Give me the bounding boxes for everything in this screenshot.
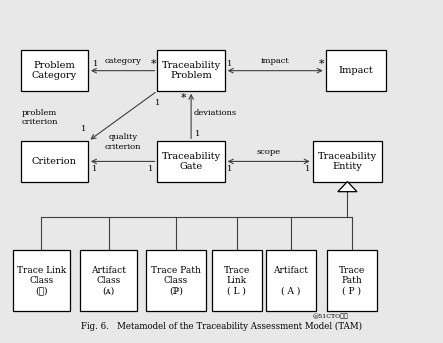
Text: Traceability
Gate: Traceability Gate [162,152,221,171]
Text: 1: 1 [92,165,97,173]
Text: Criterion: Criterion [32,157,77,166]
Text: Artifact

( A ): Artifact ( A ) [273,266,308,296]
FancyBboxPatch shape [212,250,262,311]
Text: problem
criterion: problem criterion [22,109,58,126]
FancyBboxPatch shape [326,50,386,91]
Text: 1: 1 [93,60,98,68]
Text: deviations: deviations [194,109,237,117]
Text: 1: 1 [305,165,310,173]
Text: Trace Link
Class
(ℒ): Trace Link Class (ℒ) [17,266,66,296]
Text: Impact: Impact [339,66,373,75]
FancyBboxPatch shape [313,141,382,181]
FancyBboxPatch shape [157,141,225,181]
FancyBboxPatch shape [21,141,88,181]
Text: category: category [104,57,141,65]
Text: 1: 1 [81,125,86,133]
Text: Trace
Link
( L ): Trace Link ( L ) [224,266,250,296]
FancyBboxPatch shape [266,250,316,311]
Text: @51CTO博客: @51CTO博客 [312,313,348,319]
Text: Fig. 6.   Metamodel of the Traceability Assessment Model (TAM): Fig. 6. Metamodel of the Traceability As… [81,322,362,331]
Text: quality
criterion: quality criterion [105,133,141,151]
Text: Artifact
Class
(ᴀ): Artifact Class (ᴀ) [91,266,126,296]
Text: 1: 1 [227,60,233,68]
Text: 1: 1 [148,165,154,173]
Text: Trace
Path
( P ): Trace Path ( P ) [338,266,365,296]
FancyBboxPatch shape [157,50,225,91]
Text: impact: impact [261,57,290,65]
FancyBboxPatch shape [13,250,70,311]
Polygon shape [338,181,357,192]
Text: 1: 1 [155,99,160,107]
Text: 1: 1 [227,165,233,173]
Text: *: * [150,59,156,69]
FancyBboxPatch shape [21,50,88,91]
Text: Trace Path
Class
(ℙ): Trace Path Class (ℙ) [151,266,201,296]
FancyBboxPatch shape [80,250,137,311]
Text: Traceability
Entity: Traceability Entity [318,152,377,171]
Text: Problem
Category: Problem Category [32,61,77,80]
Text: 1: 1 [195,130,200,138]
Text: Traceability
Problem: Traceability Problem [162,61,221,80]
FancyBboxPatch shape [145,250,206,311]
Text: *: * [180,93,186,103]
Text: *: * [319,59,324,69]
FancyBboxPatch shape [327,250,377,311]
Text: scope: scope [256,148,281,156]
